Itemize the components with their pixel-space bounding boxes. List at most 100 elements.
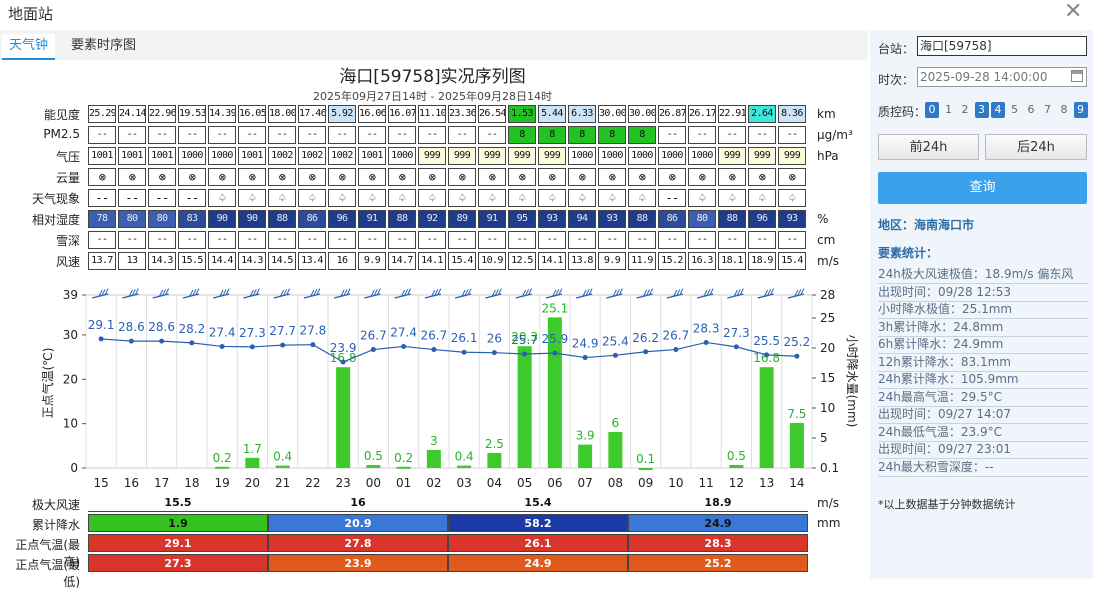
cell-snow[interactable]: -- [388,231,416,249]
cell-wind[interactable]: 14.4 [208,252,236,270]
cell-wind[interactable]: 12.5 [508,252,536,270]
cell-weather[interactable]: ♤ [238,189,266,207]
cell-wind[interactable]: 13.7 [88,252,116,270]
cell-pressure[interactable]: 1001 [118,147,146,165]
qc-code-5[interactable]: 5 [1011,103,1018,116]
cell-snow[interactable]: -- [88,231,116,249]
cell-pm25[interactable]: 8 [538,126,566,144]
cell-humidity[interactable]: 88 [388,210,416,228]
cell-weather[interactable]: ♤ [778,189,806,207]
cell-cloud[interactable]: ⊗ [538,168,566,186]
tab-element-timeseries[interactable]: 要素时序图 [71,38,137,53]
cell-snow[interactable]: -- [778,231,806,249]
cell-visibility[interactable]: 26.54 [478,105,506,123]
cell-pm25[interactable]: -- [298,126,326,144]
cell-humidity[interactable]: 86 [658,210,686,228]
qc-code-2[interactable]: 2 [961,103,969,116]
station-input[interactable]: 海口[59758] [917,36,1087,56]
cell-pm25[interactable]: -- [778,126,806,144]
qc-code-4[interactable]: 4 [991,102,1005,118]
cell-wind[interactable]: 14.1 [538,252,566,270]
cell-weather[interactable]: ♤ [418,189,446,207]
cell-cloud[interactable]: ⊗ [718,168,746,186]
cell-wind[interactable]: 15.4 [778,252,806,270]
cell-visibility[interactable]: 11.10 [418,105,446,123]
cell-cloud[interactable]: ⊗ [688,168,716,186]
cell-weather[interactable]: ♤ [748,189,776,207]
cell-pm25[interactable]: -- [718,126,746,144]
cell-wind[interactable]: 15.4 [448,252,476,270]
cell-snow[interactable]: -- [358,231,386,249]
cell-pressure[interactable]: 999 [478,147,506,165]
cell-pressure[interactable]: 1001 [148,147,176,165]
close-icon[interactable]: ✕ [1064,0,1083,24]
cell-wind[interactable]: 15.5 [178,252,206,270]
cell-snow[interactable]: -- [418,231,446,249]
cell-visibility[interactable]: 17.46 [298,105,326,123]
cell-humidity[interactable]: 93 [598,210,626,228]
cell-visibility[interactable]: 16.06 [358,105,386,123]
qc-code-0[interactable]: 0 [925,102,939,118]
cell-humidity[interactable]: 92 [418,210,446,228]
prev-24h-button[interactable]: 前24h [878,134,979,160]
cell-wind[interactable]: 16.3 [688,252,716,270]
cell-snow[interactable]: -- [598,231,626,249]
cell-humidity[interactable]: 91 [478,210,506,228]
cell-pm25[interactable]: -- [448,126,476,144]
cell-pressure[interactable]: 999 [538,147,566,165]
cell-cloud[interactable]: ⊗ [598,168,626,186]
cell-pm25[interactable]: -- [478,126,506,144]
cell-humidity[interactable]: 86 [298,210,326,228]
cell-wind[interactable]: 14.5 [268,252,296,270]
cell-pressure[interactable]: 999 [418,147,446,165]
cell-snow[interactable]: -- [178,231,206,249]
cell-pressure[interactable]: 1000 [568,147,596,165]
cell-snow[interactable]: -- [628,231,656,249]
cell-wind[interactable]: 14.1 [418,252,446,270]
cell-snow[interactable]: -- [718,231,746,249]
next-24h-button[interactable]: 后24h [985,134,1087,160]
cell-humidity[interactable]: 80 [688,210,716,228]
cell-weather[interactable]: -- [118,189,146,207]
cell-pm25[interactable]: -- [88,126,116,144]
cell-weather[interactable]: -- [88,189,116,207]
cell-visibility[interactable]: 30.00 [628,105,656,123]
cell-humidity[interactable]: 96 [328,210,356,228]
cell-cloud[interactable]: ⊗ [238,168,266,186]
cell-humidity[interactable]: 83 [178,210,206,228]
qc-code-9[interactable]: 9 [1073,102,1088,118]
cell-visibility[interactable]: 16.05 [238,105,266,123]
cell-humidity[interactable]: 80 [118,210,146,228]
cell-humidity[interactable]: 93 [778,210,806,228]
cell-cloud[interactable]: ⊗ [388,168,416,186]
cell-pressure[interactable]: 1001 [88,147,116,165]
cell-pressure[interactable]: 1002 [298,147,326,165]
cell-cloud[interactable]: ⊗ [508,168,536,186]
cell-cloud[interactable]: ⊗ [88,168,116,186]
cell-weather[interactable]: ♤ [628,189,656,207]
cell-snow[interactable]: -- [448,231,476,249]
cell-pm25[interactable]: -- [238,126,266,144]
cell-visibility[interactable]: 16.07 [388,105,416,123]
cell-pm25[interactable]: -- [358,126,386,144]
cell-cloud[interactable]: ⊗ [568,168,596,186]
cell-snow[interactable]: -- [568,231,596,249]
cell-cloud[interactable]: ⊗ [148,168,176,186]
cell-humidity[interactable]: 88 [718,210,746,228]
cell-humidity[interactable]: 88 [268,210,296,228]
cell-pm25[interactable]: 8 [628,126,656,144]
cell-humidity[interactable]: 90 [208,210,236,228]
cell-visibility[interactable]: 14.39 [208,105,236,123]
cell-cloud[interactable]: ⊗ [748,168,776,186]
cell-wind[interactable]: 18.9 [748,252,776,270]
cell-pm25[interactable]: -- [118,126,146,144]
qc-code-6[interactable]: 6 [1027,103,1035,116]
cell-wind[interactable]: 13 [118,252,146,270]
cell-wind[interactable]: 13.8 [568,252,596,270]
cell-visibility[interactable]: 22.96 [148,105,176,123]
cell-pm25[interactable]: -- [658,126,686,144]
cell-weather[interactable]: ♤ [598,189,626,207]
cell-visibility[interactable]: 6.33 [568,105,596,123]
cell-humidity[interactable]: 91 [358,210,386,228]
cell-pressure[interactable]: 1000 [388,147,416,165]
